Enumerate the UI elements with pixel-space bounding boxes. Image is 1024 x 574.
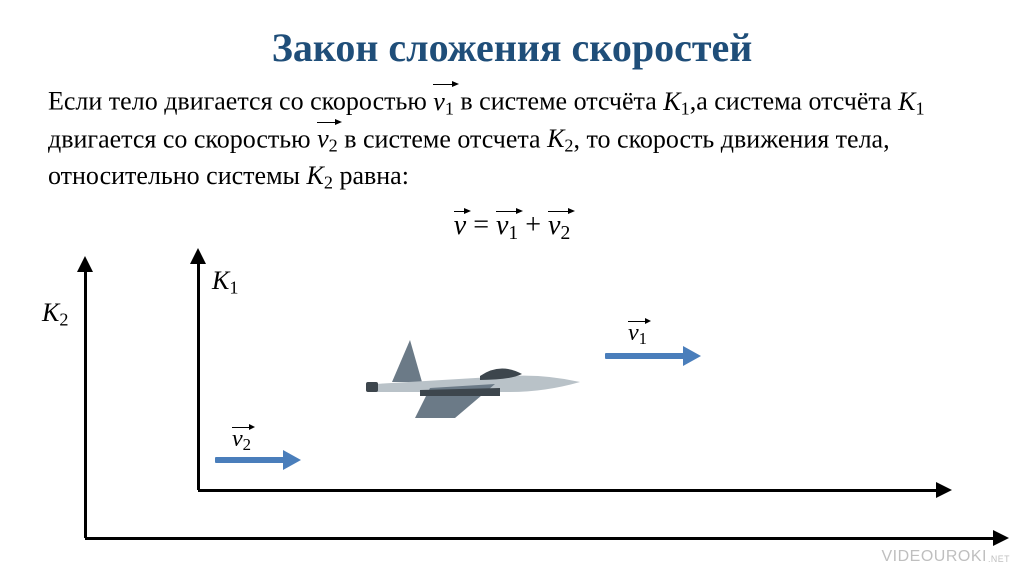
text-seg: равна:: [339, 161, 409, 190]
watermark-text: VIDEOUROKI: [881, 548, 986, 565]
text-seg: ,а система отсчёта: [690, 87, 898, 116]
description-text: Если тело двигается со скоростью v1 в си…: [48, 83, 976, 195]
eq-sign: =: [473, 210, 496, 241]
var-K2b: K2: [307, 161, 333, 190]
watermark: VIDEOUROKI.NET: [881, 548, 1010, 566]
vector-v: v: [454, 209, 466, 242]
var-K2: K2: [547, 124, 573, 153]
page-title: Закон сложения скоростей: [48, 24, 976, 71]
text-seg: двигается со скоростью: [48, 124, 317, 153]
vector-v1: v1: [433, 83, 454, 121]
var-K1b: K1: [898, 87, 924, 116]
equation: v = v1 + v2: [48, 209, 976, 244]
text-seg: в системе отсчёта: [460, 87, 663, 116]
var-K1: K1: [663, 87, 689, 116]
text-seg: в системе отсчета: [344, 124, 547, 153]
text-seg: Если тело двигается со скоростью: [48, 87, 433, 116]
vector-v2-eq: v2: [548, 209, 570, 244]
slide: Закон сложения скоростей Если тело двига…: [0, 0, 1024, 574]
plus-sign: +: [525, 210, 548, 241]
vector-v2: v2: [317, 121, 338, 159]
watermark-suffix: .NET: [988, 554, 1010, 564]
vector-v1-eq: v1: [496, 209, 518, 244]
